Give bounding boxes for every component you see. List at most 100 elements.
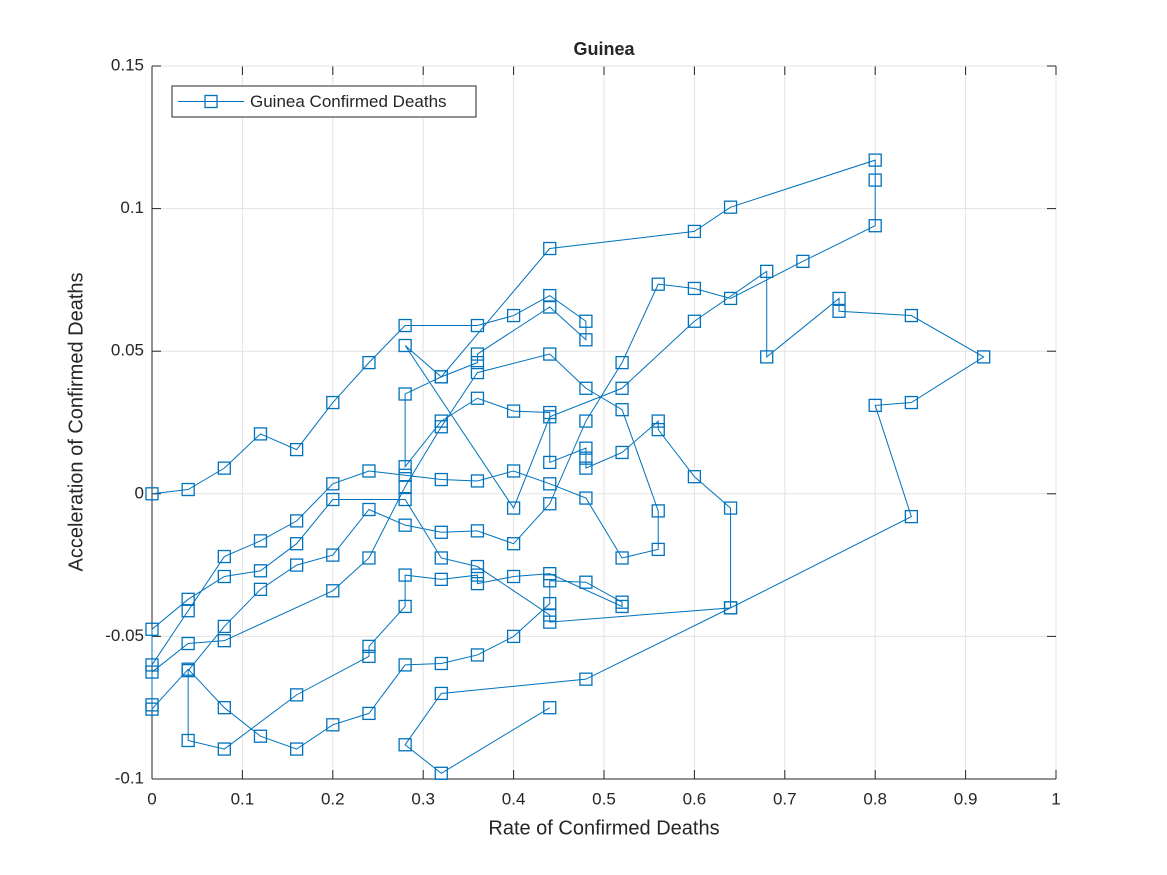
data-point <box>434 686 448 701</box>
legend: Guinea Confirmed Deaths <box>171 85 477 118</box>
data-point <box>868 153 882 167</box>
data-point <box>326 718 340 732</box>
data-point <box>506 404 521 418</box>
data-point <box>470 524 485 538</box>
data-point <box>434 472 448 487</box>
x-tick-label: 0.2 <box>321 789 345 808</box>
data-point <box>398 460 412 474</box>
data-point <box>434 525 448 539</box>
y-axis-label: Acceleration of Confirmed Deaths <box>65 272 87 571</box>
data-point <box>181 482 195 497</box>
data-point <box>470 568 485 582</box>
data-point <box>398 658 412 672</box>
data-point <box>687 314 702 328</box>
data-point <box>615 403 629 417</box>
data-point <box>579 333 593 347</box>
data-point <box>579 381 593 395</box>
data-point <box>289 742 304 756</box>
data-point <box>543 567 557 581</box>
x-tick-label: 0.1 <box>231 789 255 808</box>
data-point <box>470 347 485 361</box>
data-point <box>723 601 738 615</box>
data-point <box>253 582 268 596</box>
data-point <box>687 470 702 484</box>
data-point <box>289 558 304 572</box>
data-point <box>398 387 412 401</box>
legend-label: Guinea Confirmed Deaths <box>250 92 447 111</box>
y-tick-label: -0.1 <box>115 768 144 787</box>
data-point <box>579 672 593 686</box>
data-point <box>832 304 846 318</box>
data-point <box>723 291 738 306</box>
x-tick-label: 0.9 <box>954 789 978 808</box>
data-point <box>362 649 376 664</box>
x-tick-label: 0.6 <box>683 789 707 808</box>
data-point <box>868 398 882 413</box>
data-point <box>217 569 231 584</box>
data-point <box>217 619 231 634</box>
data-point <box>289 442 304 457</box>
data-point <box>398 318 412 333</box>
chart-title: Guinea <box>573 39 635 59</box>
data-point <box>543 615 557 629</box>
data-point <box>543 347 557 361</box>
data-point <box>615 355 629 370</box>
data-point <box>470 559 485 574</box>
data-point <box>362 639 376 654</box>
data-point <box>362 355 376 370</box>
data-point <box>289 537 304 551</box>
data-point <box>543 497 557 511</box>
data-point <box>796 254 810 269</box>
data-point <box>723 200 738 214</box>
data-point <box>579 314 593 328</box>
y-tick-label: -0.05 <box>105 626 144 645</box>
data-point <box>723 501 738 515</box>
x-tick-label: 0.5 <box>592 789 616 808</box>
data-point <box>398 492 412 507</box>
data-point <box>326 584 340 598</box>
data-point <box>217 461 231 475</box>
data-point <box>543 300 557 314</box>
data-point <box>181 663 195 678</box>
data-point <box>398 518 412 532</box>
data-point <box>506 537 521 551</box>
data-point <box>181 604 195 618</box>
data-point <box>398 738 412 752</box>
data-point <box>651 422 665 437</box>
data-point <box>217 634 231 648</box>
data-point <box>145 487 159 501</box>
data-point <box>615 381 629 395</box>
data-point <box>181 733 195 748</box>
data-point <box>434 766 448 780</box>
data-point <box>543 410 557 424</box>
data-point <box>543 574 557 588</box>
y-tick-label: 0.05 <box>111 341 144 360</box>
data-point <box>362 502 376 517</box>
data-point <box>904 509 919 524</box>
data-point <box>398 480 412 494</box>
data-point <box>977 350 991 364</box>
data-point <box>398 599 412 614</box>
data-point <box>687 224 702 239</box>
data-point <box>145 702 159 716</box>
data-point <box>434 572 448 587</box>
data-point <box>253 427 268 441</box>
data-point <box>615 551 629 565</box>
data-point <box>760 264 774 278</box>
x-tick-label: 1 <box>1051 789 1060 808</box>
data-point <box>145 622 159 636</box>
data-point <box>253 564 268 578</box>
data-point <box>470 391 485 405</box>
data-point <box>543 455 557 470</box>
data-point <box>543 241 557 256</box>
y-tick-label: 0.15 <box>111 55 144 74</box>
data-point <box>181 636 195 651</box>
data-point <box>289 514 304 528</box>
data-point <box>434 420 448 434</box>
data-point <box>326 477 340 491</box>
data-point <box>579 441 593 455</box>
data-point <box>615 445 629 460</box>
data-point <box>470 365 485 380</box>
